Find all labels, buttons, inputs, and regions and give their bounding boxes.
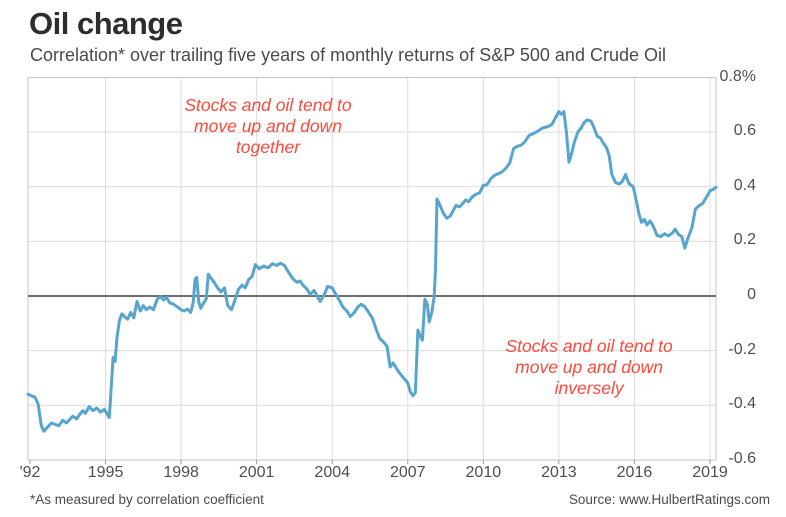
y-axis-label: 0.4 — [733, 176, 756, 194]
x-axis-label: 1995 — [87, 464, 124, 481]
x-axis-label: '92 — [19, 464, 41, 481]
x-axis-label: 2004 — [314, 464, 351, 481]
correlation-series-line — [26, 110, 718, 433]
y-axis-label: -0.6 — [728, 449, 756, 467]
source-attribution: Source: www.HulbertRatings.com — [568, 492, 770, 507]
x-axis-label: 2007 — [389, 464, 426, 481]
page-title: Oil change — [29, 6, 183, 41]
y-axis-label: 0.6 — [733, 122, 756, 140]
y-axis-label: -0.4 — [728, 395, 756, 413]
x-axis-label: 2001 — [238, 464, 275, 481]
footnote-text: *As measured by correlation coefficient — [30, 492, 264, 507]
chart-annotation: Stocks and oil tend to move up and down in… — [474, 336, 704, 399]
x-axis-label: 2016 — [616, 464, 653, 481]
x-axis-label: 1998 — [163, 464, 199, 481]
annotation-line: inversely — [554, 377, 624, 398]
annotation-line: move up and down — [194, 116, 342, 137]
x-axis-label: 2010 — [465, 464, 502, 481]
annotation-line: move up and down — [515, 356, 664, 377]
chart-subtitle: Correlation* over trailing five years of… — [30, 45, 666, 65]
y-axis-label: 0.8% — [719, 67, 756, 85]
annotation-line: together — [235, 137, 301, 158]
plot-frame — [27, 77, 717, 461]
y-axis-label: -0.2 — [728, 340, 756, 358]
y-axis-label: 0 — [747, 286, 756, 303]
annotation-line: Stocks and oil tend to — [505, 335, 673, 356]
x-axis-label: 2013 — [541, 464, 577, 481]
x-axis-label: 2019 — [692, 464, 728, 481]
y-axis-label: 0.2 — [733, 231, 756, 249]
annotation-line: Stocks and oil tend to — [184, 95, 352, 116]
chart-annotation: Stocks and oil tend to move up and down to… — [153, 95, 383, 158]
